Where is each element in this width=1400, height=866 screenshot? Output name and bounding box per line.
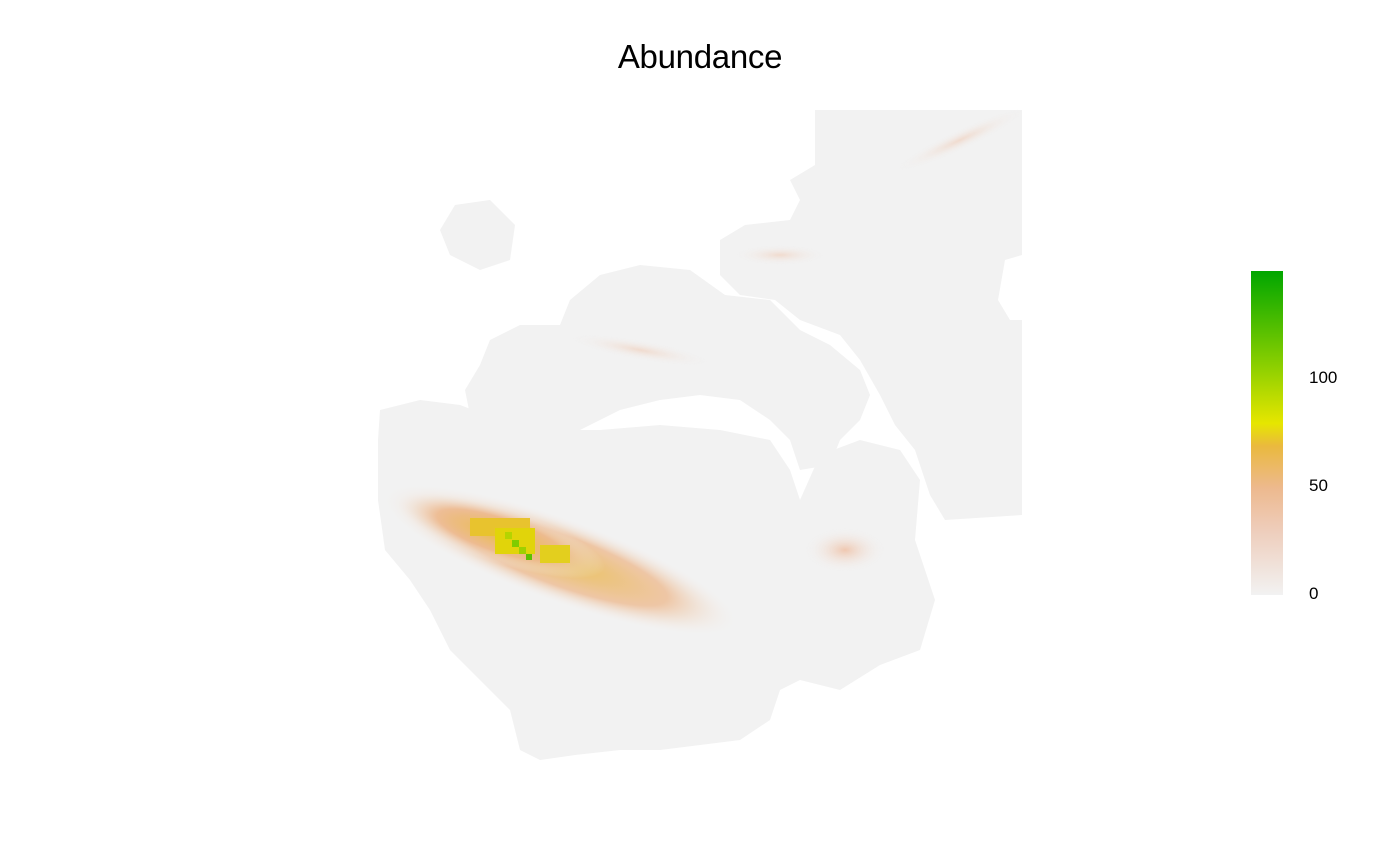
map-title: Abundance [617, 38, 783, 75]
legend-tick-50: 50 [1309, 476, 1328, 495]
legend-tick-0: 0 [1309, 584, 1319, 603]
peak-cells [470, 518, 570, 563]
legend-colorbar [1251, 271, 1283, 595]
low-abundance-streaks [571, 109, 1024, 366]
land-area [378, 110, 1022, 760]
legend-tick-100: 100 [1309, 368, 1338, 387]
